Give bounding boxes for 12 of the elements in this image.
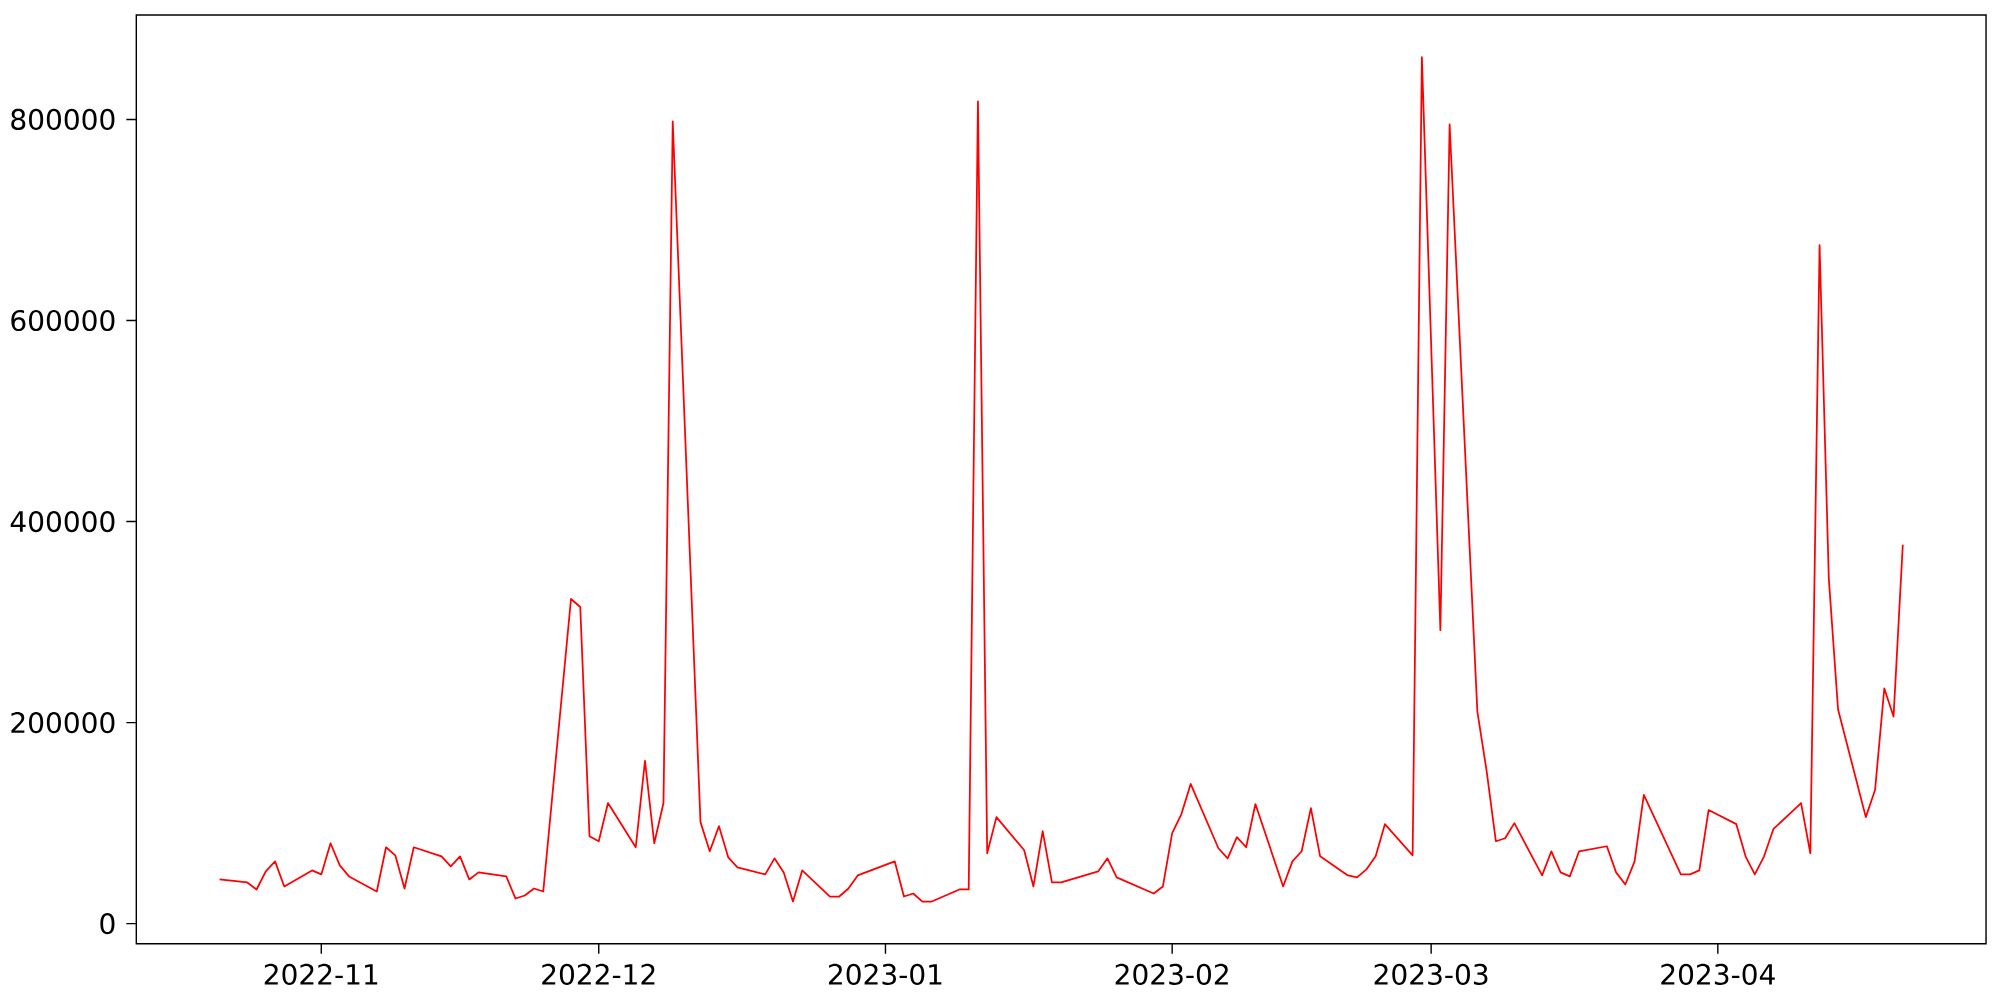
y-tick-label: 800000 (11, 109, 115, 131)
line-series (218, 56, 1904, 903)
x-tick-label: 2023-01 (828, 963, 942, 986)
y-tick-label: 0 (100, 913, 115, 935)
x-tick-label: 2022-11 (264, 963, 378, 986)
y-tick-label: 600000 (11, 310, 115, 332)
x-tick-label: 2023-02 (1115, 963, 1228, 986)
x-tick-label: 2023-03 (1374, 963, 1488, 986)
y-tick-label: 200000 (11, 712, 115, 734)
x-tick-label: 2022-12 (542, 963, 655, 986)
y-tick-label: 400000 (10, 511, 115, 533)
x-tick-label: 2023-04 (1661, 963, 1775, 986)
